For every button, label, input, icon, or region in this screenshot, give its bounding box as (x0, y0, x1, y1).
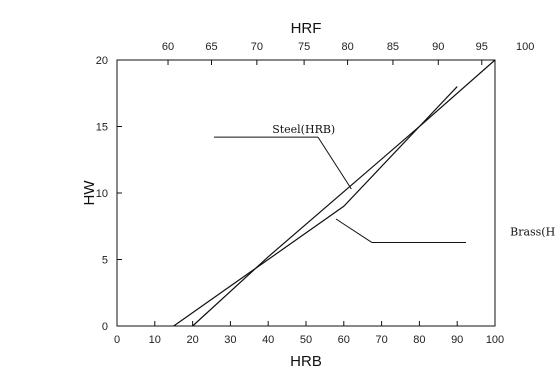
series-lines (173, 59, 496, 327)
y-tick-label: 15 (96, 122, 108, 134)
top-tick-label: 75 (298, 41, 310, 53)
x-tick-label: 90 (451, 334, 463, 346)
x-axis-title: HRB (290, 353, 322, 370)
top-tick-label: 80 (341, 41, 353, 53)
annotation-leader (317, 136, 352, 190)
annotations: Steel(HRB) Brass(HRF) (214, 123, 555, 244)
x-tick-label: 30 (224, 334, 236, 346)
x-tick-label: 10 (149, 334, 161, 346)
x-tick-label: 20 (186, 334, 198, 346)
x-tick-label: 40 (262, 334, 274, 346)
top-tick-label: 90 (432, 41, 444, 53)
annotation-leader (335, 218, 373, 243)
y-tick-label: 5 (102, 255, 108, 267)
x-tick-label: 80 (413, 334, 425, 346)
top-tick-label: 95 (476, 41, 488, 53)
top-axis-ticks: 60 65 70 75 80 85 90 95 100 (162, 41, 534, 65)
y-axis-title: HW (81, 180, 98, 206)
x-axis-ticks: 0 10 20 30 40 50 60 70 80 90 100 (114, 321, 504, 346)
x-tick-label: 60 (338, 334, 350, 346)
top-tick-label: 60 (162, 41, 174, 53)
series-line-steel (173, 59, 496, 327)
y-axis-ticks: 0 5 10 15 20 (96, 55, 122, 333)
x-tick-label: 100 (486, 334, 504, 346)
series-line-brass (192, 86, 458, 327)
y-tick-label: 0 (102, 321, 108, 333)
y-tick-label: 20 (96, 55, 108, 67)
top-tick-label: 65 (205, 41, 217, 53)
plot-frame (116, 59, 496, 327)
annotation-label-steel: Steel(HRB) (272, 123, 335, 136)
top-tick-label: 85 (387, 41, 399, 53)
x-tick-label: 0 (114, 334, 120, 346)
annotation-label-brass: Brass(HRF) (510, 226, 555, 239)
x-tick-label: 70 (375, 334, 387, 346)
top-axis-title: HRF (291, 20, 322, 37)
top-tick-label: 70 (251, 41, 263, 53)
y-tick-label: 10 (96, 188, 108, 200)
top-tick-label: 100 (516, 41, 534, 53)
x-tick-label: 50 (300, 334, 312, 346)
